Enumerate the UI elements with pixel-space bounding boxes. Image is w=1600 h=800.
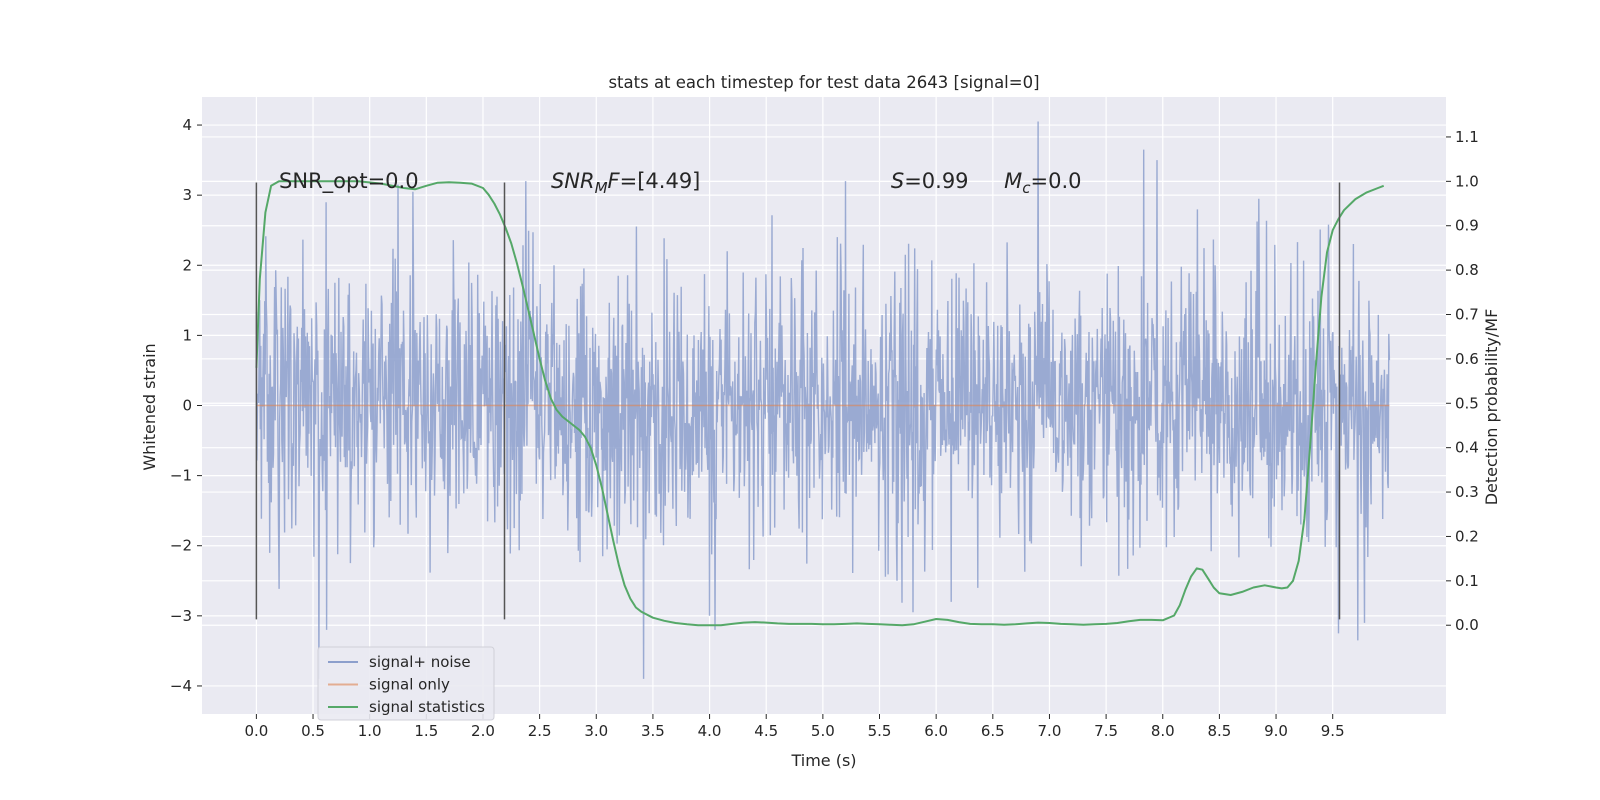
x-tick-label: 0.5 [301,722,325,740]
y2-tick-label: 0.4 [1455,439,1479,457]
y2-tick-label: 1.0 [1455,172,1479,190]
y2-tick-label: 0.2 [1455,527,1479,545]
x-tick-label: 9.0 [1264,722,1288,740]
annotation-label: S=0.99 [891,169,969,193]
legend-box [317,646,495,721]
y2-tick-label: 0.3 [1455,483,1479,501]
y-tick-label: 1 [182,326,192,344]
annotation-label: SNR_opt=0.0 [279,169,419,194]
y-tick-label: −2 [170,537,192,555]
chart-title: stats at each timestep for test data 264… [608,73,1039,92]
y2-tick-label: 0.1 [1455,572,1479,590]
x-tick-label: 9.5 [1321,722,1345,740]
legend: signal+ noise signal only signal statistic… [317,646,495,721]
y-axis-label: Whitened strain [140,343,159,470]
x-tick-label: 4.0 [698,722,722,740]
x-tick-label: 6.5 [981,722,1005,740]
series-lines-layer [255,180,1390,627]
annotation-label: SNRMF=[4.49] [551,169,700,197]
y-tick-label: 2 [182,256,192,274]
signal-statistics-series [255,180,1385,627]
y2-tick-label: 0.6 [1455,350,1479,368]
y2-tick-label: 1.1 [1455,128,1479,146]
x-tick-label: 1.5 [414,722,438,740]
x-tick-label: 3.0 [584,722,608,740]
y2-tick-label: 0.5 [1455,394,1479,412]
x-tick-label: 2.0 [471,722,495,740]
signal-noise-series [255,121,1391,679]
annotation-part: =0.99 [904,169,968,193]
y2-tick-label: 0.0 [1455,616,1479,634]
y-tick-label: 3 [182,186,192,204]
y2-tick-label: 0.9 [1455,217,1479,235]
tick-labels-layer: 0.0 0.5 1.0 1.5 2.0 2.5 3.0 3.5 4.0 4.5 5.0 5.5 6.0 6… [170,116,1479,740]
annotation-label: Mc=0.0 [1004,169,1081,197]
x-axis-label: Time (s) [790,751,856,770]
annotation-part: SNR [551,169,595,193]
annotation-part: M [1004,169,1022,193]
annotations-layer: SNR_opt=0.0 SNRMF=[4.49] S=0.99 Mc=0.0 [279,169,1081,197]
y-tick-label: −1 [170,467,192,485]
x-tick-label: 6.0 [924,722,948,740]
annotation-part: =[4.49] [620,169,701,193]
x-tick-label: 5.5 [868,722,892,740]
x-tick-label: 3.5 [641,722,665,740]
y2-tick-label: 0.8 [1455,261,1479,279]
x-tick-label: 7.0 [1038,722,1062,740]
y2-axis-label: Detection probability/MF [1482,309,1501,506]
y-tick-label: 0 [182,397,192,415]
x-tick-label: 0.0 [244,722,268,740]
x-tick-label: 2.5 [528,722,552,740]
x-tick-label: 1.0 [358,722,382,740]
y-tick-label: −4 [170,677,192,695]
annotation-part: S [891,169,904,193]
x-tick-label: 8.5 [1207,722,1231,740]
x-tick-label: 5.0 [811,722,835,740]
annotation-part: F [608,169,621,193]
y-tick-label: −3 [170,607,192,625]
legend-label: signal+ noise [369,653,471,671]
x-tick-label: 7.5 [1094,722,1118,740]
annotation-part: c [1022,179,1031,197]
legend-label: signal statistics [369,698,485,716]
annotation-part: SNR_opt=0.0 [279,169,419,194]
legend-label: signal only [369,676,450,694]
y2-tick-label: 0.7 [1455,306,1479,324]
annotation-part: =0.0 [1031,169,1082,193]
noise-series-layer [255,121,1391,679]
x-tick-label: 4.5 [754,722,778,740]
annotation-part: M [595,179,608,197]
y-tick-label: 4 [182,116,192,134]
marker-lines-layer [255,182,1341,620]
x-tick-label: 8.0 [1151,722,1175,740]
